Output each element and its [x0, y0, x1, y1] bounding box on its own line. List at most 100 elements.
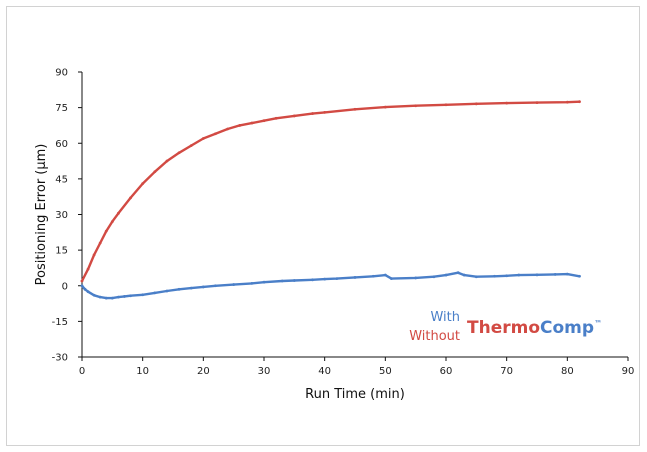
data-point-with: [153, 291, 157, 295]
y-tick-label: 15: [55, 246, 68, 257]
data-point-with: [214, 284, 217, 288]
data-point-without: [129, 196, 132, 200]
data-point-without: [535, 101, 539, 105]
x-tick-label: 20: [197, 366, 210, 377]
data-point-without: [505, 101, 509, 105]
data-point-with: [353, 276, 357, 279]
chart-frame: [6, 6, 640, 446]
data-point-with: [565, 272, 569, 276]
data-point-without: [262, 119, 266, 123]
data-point-without: [189, 144, 193, 148]
axes: [81, 72, 628, 358]
data-point-with: [86, 290, 90, 294]
y-tick-label: 60: [55, 139, 68, 150]
ticks: 0 10 20 30 40 50 60 70 80 90 -30 -15 0 15 30 45 60 75 90: [52, 68, 635, 378]
data-point-with: [280, 279, 284, 283]
data-point-with: [232, 283, 236, 286]
data-point-with: [414, 276, 418, 280]
y-tick-label: 0: [62, 281, 68, 292]
data-point-without: [250, 121, 254, 125]
data-point-without: [383, 105, 387, 109]
legend-brand-thermo: Thermo: [467, 318, 540, 338]
data-point-without: [414, 104, 418, 108]
data-point-with: [553, 272, 557, 276]
data-point-with: [250, 281, 254, 285]
data-point-without: [153, 170, 157, 174]
data-point-with: [390, 277, 393, 281]
data-point-without: [323, 110, 327, 114]
data-point-with: [578, 274, 581, 278]
data-point-with: [80, 284, 84, 288]
data-point-with: [517, 273, 521, 277]
data-point-without: [104, 229, 108, 233]
data-point-without: [474, 102, 478, 106]
y-tick-label: 45: [55, 174, 68, 185]
data-point-with: [311, 278, 314, 282]
legend-brand-comp: Comp: [540, 318, 594, 338]
series-line-with: [80, 271, 581, 300]
x-tick-label: 70: [500, 366, 513, 377]
data-point-with: [383, 273, 387, 277]
data-point-without: [311, 112, 314, 115]
data-point-without: [274, 116, 278, 120]
data-point-with: [165, 289, 169, 293]
x-tick-label: 0: [79, 366, 85, 377]
y-tick-label: 90: [55, 68, 68, 79]
y-tick-label: 30: [55, 210, 68, 221]
y-tick-label: -30: [52, 353, 68, 364]
data-point-without: [98, 241, 102, 245]
data-point-with: [474, 275, 478, 279]
y-axis-title: Positioning Error (µm): [34, 144, 49, 286]
data-point-with: [262, 280, 266, 284]
data-point-with: [535, 273, 539, 277]
legend-with-label: With: [430, 310, 460, 325]
data-point-without: [565, 100, 569, 104]
data-point-with: [432, 275, 436, 279]
data-point-with: [177, 287, 181, 291]
data-point-with: [83, 287, 87, 291]
data-point-without: [117, 211, 120, 215]
data-point-with: [493, 274, 496, 278]
data-point-without: [86, 267, 90, 271]
data-point-with: [335, 277, 339, 281]
data-point-without: [578, 100, 581, 104]
data-point-with: [456, 271, 460, 275]
data-point-without: [353, 107, 357, 111]
x-tick-label: 80: [561, 366, 574, 377]
data-point-without: [444, 103, 448, 107]
data-point-with: [462, 273, 466, 277]
data-point-without: [141, 182, 145, 186]
legend-brand-tm: ™: [594, 319, 602, 328]
legend-brand: ThermoComp™: [467, 318, 602, 338]
legend-without-label: Without: [409, 329, 460, 344]
data-point-with: [323, 277, 327, 281]
data-point-with: [141, 293, 145, 297]
x-tick-label: 60: [440, 366, 453, 377]
data-point-with: [444, 273, 448, 277]
x-tick-label: 30: [258, 366, 271, 377]
data-point-with: [129, 294, 132, 298]
y-tick-label: -15: [52, 317, 68, 328]
data-point-with: [92, 293, 96, 297]
series-line-without: [80, 100, 581, 283]
data-marks: [80, 100, 581, 300]
data-point-without: [226, 127, 230, 131]
x-tick-label: 40: [318, 366, 331, 377]
data-point-without: [177, 151, 181, 155]
data-point-with: [123, 295, 126, 298]
data-point-without: [110, 220, 114, 224]
legend: With Without ThermoComp™: [409, 310, 602, 344]
x-tick-label: 10: [136, 366, 149, 377]
data-point-without: [92, 253, 96, 257]
data-point-without: [80, 279, 84, 283]
y-tick-label: 75: [55, 103, 68, 114]
data-point-without: [238, 124, 242, 127]
x-tick-label: 50: [379, 366, 392, 377]
data-point-with: [505, 274, 509, 278]
data-point-with: [117, 295, 120, 299]
data-point-without: [292, 114, 296, 118]
x-tick-label: 90: [622, 366, 635, 377]
series-without: [80, 100, 581, 283]
data-point-with: [104, 296, 108, 300]
